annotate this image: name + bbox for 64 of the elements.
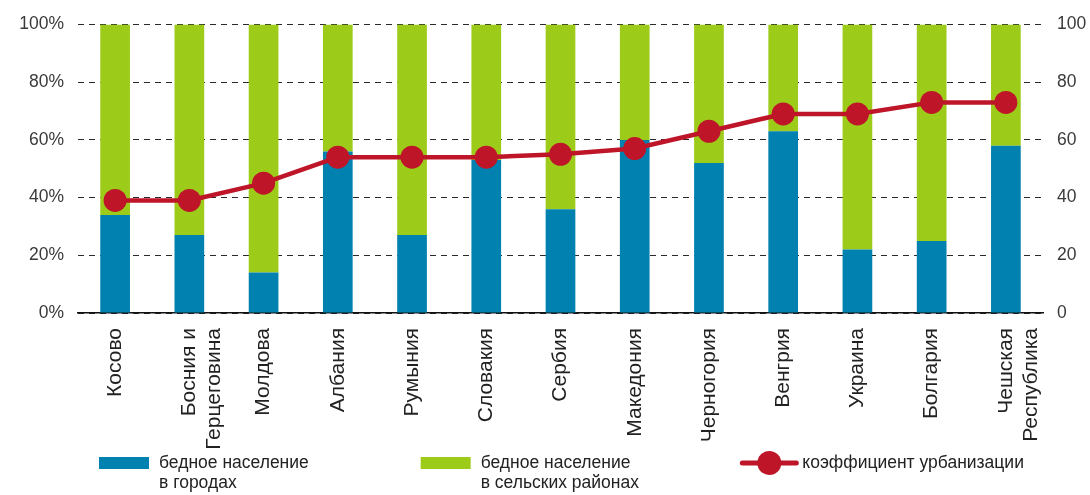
y2-tick-label: 40 [1057,186,1077,207]
point [549,142,572,166]
bar [619,24,650,140]
bar [471,160,502,313]
y-tick-label: 40% [28,186,64,207]
x-tick-label: Босния и Герцеговина [176,327,225,450]
y-tick-label: 80% [28,71,64,92]
x-tick-label: Косово [101,328,125,397]
x-tick-label: Болгария [918,328,942,419]
x-tick-label: Венгрия [769,328,793,408]
bar [100,214,130,313]
y2-tick-label: 20 [1057,244,1077,265]
point [252,171,276,195]
bar [545,24,576,210]
bar [100,24,130,215]
legend-label: бедное население в городах [159,451,309,492]
bar [694,162,724,313]
point [474,145,498,169]
legend-label: бедное население в сельских районах [480,451,640,492]
bar [991,145,1021,313]
bar [619,139,650,313]
point [771,102,795,126]
x-tick-label: Черногория [695,328,719,443]
bar [322,151,353,313]
y-tick-label: 60% [28,128,64,149]
bar [248,24,279,273]
point [177,188,201,212]
bar [768,131,799,313]
point [326,145,350,169]
y2-tick-label: 0 [1057,301,1067,322]
point [400,145,424,169]
bar [174,24,205,236]
point [920,90,944,114]
point [994,90,1018,114]
point [623,137,647,161]
x-tick-label: Словакия [473,328,497,423]
bar [397,24,427,236]
bar [322,24,353,152]
bar [174,235,205,313]
x-tick-label: Албания [324,328,348,413]
bar [916,24,947,241]
y2-tick-label: 100 [1057,13,1087,34]
bar [916,240,947,313]
bar [842,249,873,313]
x-tick-label: Македония [621,328,645,437]
bar [545,209,576,313]
x-tick-label: Молдова [250,327,274,416]
y-tick-label: 20% [28,244,64,265]
bar [842,24,873,250]
bar [397,235,427,313]
point [845,102,869,126]
bar [471,24,502,161]
x-tick-label: Румыния [398,328,422,417]
y-tick-label: 0% [38,301,64,322]
x-tick-label: Украина [844,327,868,408]
x-tick-label: Чешская Республика [992,327,1041,442]
y2-tick-label: 80 [1057,71,1077,92]
y-tick-label: 100% [19,13,64,34]
legend-label: коэффициент урбанизации [802,451,1024,472]
bar [248,272,279,313]
x-tick-label: Сербия [547,328,571,402]
point [697,119,721,143]
point [103,188,127,212]
y2-tick-label: 60 [1057,128,1077,149]
